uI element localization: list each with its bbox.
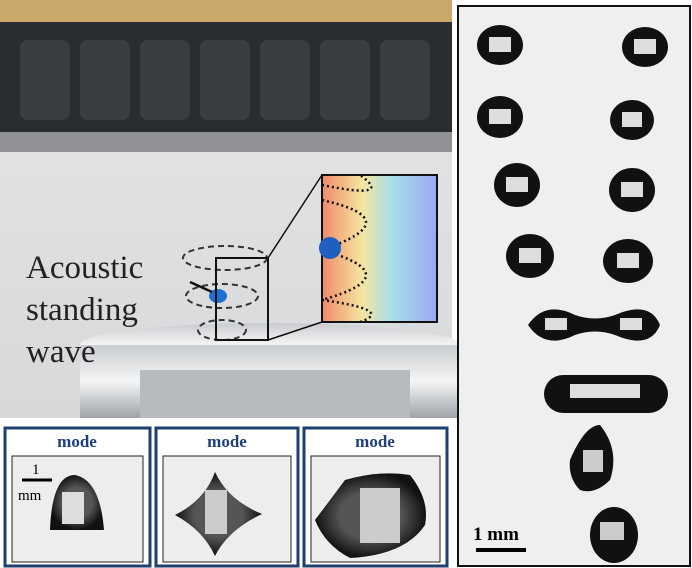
drop-sequence: 1 mm bbox=[457, 5, 691, 567]
scale-number: 1 bbox=[32, 462, 40, 478]
setup-photo: Acoustic standing wave bbox=[0, 0, 460, 418]
label-line: wave bbox=[26, 334, 96, 370]
scale-bar-label: 1 mm bbox=[473, 524, 519, 545]
mode-title: mode bbox=[207, 432, 247, 451]
mode-title: mode bbox=[57, 432, 97, 451]
label-line: Acoustic bbox=[26, 250, 143, 286]
scale-unit: mm bbox=[18, 488, 42, 504]
mode-title: mode bbox=[355, 432, 395, 451]
mode-panels: mode mode mode 1 mm bbox=[3, 426, 449, 568]
label-line: standing bbox=[26, 292, 138, 328]
